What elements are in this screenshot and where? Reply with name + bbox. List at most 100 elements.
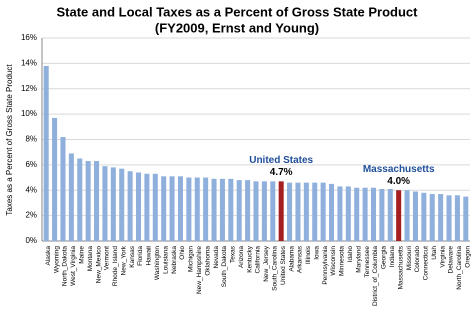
bar [43,65,49,241]
x-tick-label: Michigan [188,246,195,272]
value-label: 4.7% [270,167,293,178]
y-tick-label: 8% [25,135,37,144]
bar [245,180,251,241]
y-tick-label: 0% [25,236,37,245]
bar [463,196,469,241]
x-tick-label: Kentucky [246,245,253,272]
bar [144,173,150,241]
bar [177,176,183,241]
x-tick-label: Wyoming [53,246,60,273]
x-tick-label: Arkansas [297,245,304,273]
bar [429,194,435,241]
bar [85,161,91,241]
bar [320,182,326,241]
x-tick-label: Utah [431,246,438,260]
x-tick-label: Nevada [213,246,220,269]
x-tick-label: Texas [230,245,237,263]
bar [337,186,343,241]
bar [370,187,377,241]
x-tick-label: Delaware [448,246,455,274]
y-tick-label: 16% [21,33,37,42]
bar [379,188,385,241]
x-tick-label: Colorado [414,246,421,273]
bar [396,190,402,241]
x-tick-label: Ohio [179,246,186,260]
x-tick-label: Iowa [313,246,320,260]
bar [387,188,393,241]
annotation: United States [249,155,313,166]
bar [77,158,83,241]
x-tick-label: Alabama [288,246,295,272]
x-tick-label: Idaho [347,246,354,263]
bar [127,171,133,241]
x-tick-label: Florida [137,246,144,266]
bar [421,192,427,241]
x-tick-label: District_of_Columbia [372,246,379,306]
bar [110,167,116,241]
x-tick-label: Kansas [129,245,136,267]
x-tick-label: South_Dakota [221,246,228,288]
bar [161,176,167,241]
bar [203,177,209,241]
bar [345,186,351,241]
y-tick-label: 10% [21,109,37,118]
x-tick-label: Virginia [439,246,446,268]
x-tick-label: New_Jersey [263,245,270,282]
x-tick-label: Maryland [355,246,362,273]
x-tick-label: Arizona [238,246,245,268]
bar [219,178,225,241]
bar [186,177,192,241]
y-tick-label: 2% [25,211,37,220]
y-tick-label: 6% [25,160,37,169]
x-tick-label: Maine [78,246,85,264]
x-tick-label: Vermont [104,246,111,270]
y-tick-label: 12% [21,84,37,93]
bar [152,173,158,241]
x-tick-label: North_Carolina [456,246,463,290]
x-tick-label: North_Dakota [62,246,69,286]
x-tick-label: Illinois [305,245,312,264]
x-tick-label: United States [280,245,287,285]
x-tick-label: Rhode_Island [112,246,119,286]
y-tick-label: 4% [25,185,37,194]
bar [362,187,368,241]
bar [60,136,66,241]
bar [228,178,234,241]
y-axis-label: Taxes as a Percent of Gross State Produc… [5,64,14,216]
x-tick-label: Nebraska [171,246,178,274]
bar [329,183,335,241]
x-tick-label: Alaska [45,246,52,266]
x-tick-label: Hawaii [146,246,153,266]
x-tick-label: West_Virginia [70,246,77,286]
bar [102,166,108,241]
x-tick-label: Tennessee [364,246,371,278]
value-label: 4.0% [387,176,410,187]
bar [68,153,74,241]
bar [287,182,293,241]
x-tick-label: Louisiana [162,246,169,274]
bar [253,181,259,241]
bar [312,182,318,241]
x-tick-label: Massachusetts [397,245,404,289]
x-tick-label: Georgia [381,246,388,270]
bar [236,180,242,241]
x-tick-label: Missouri [406,246,413,270]
bar [438,194,444,241]
bar [194,177,200,241]
chart-subtitle: (FY2009, Ernst and Young) [155,20,319,35]
x-tick-label: Montana [87,246,94,272]
x-tick-label: California [255,246,262,274]
x-tick-label: Connecticut [423,246,430,281]
bar [211,178,217,241]
x-tick-label: New_Hampshire [196,246,203,294]
bar [278,181,284,241]
bar [52,117,58,241]
bar [454,195,460,241]
bar [295,182,301,241]
bar [446,195,452,241]
x-tick-label: New_York [120,245,127,275]
x-tick-label: New_Mexico [95,246,102,284]
x-tick-label: Indiana [389,246,396,268]
bar [354,187,360,241]
